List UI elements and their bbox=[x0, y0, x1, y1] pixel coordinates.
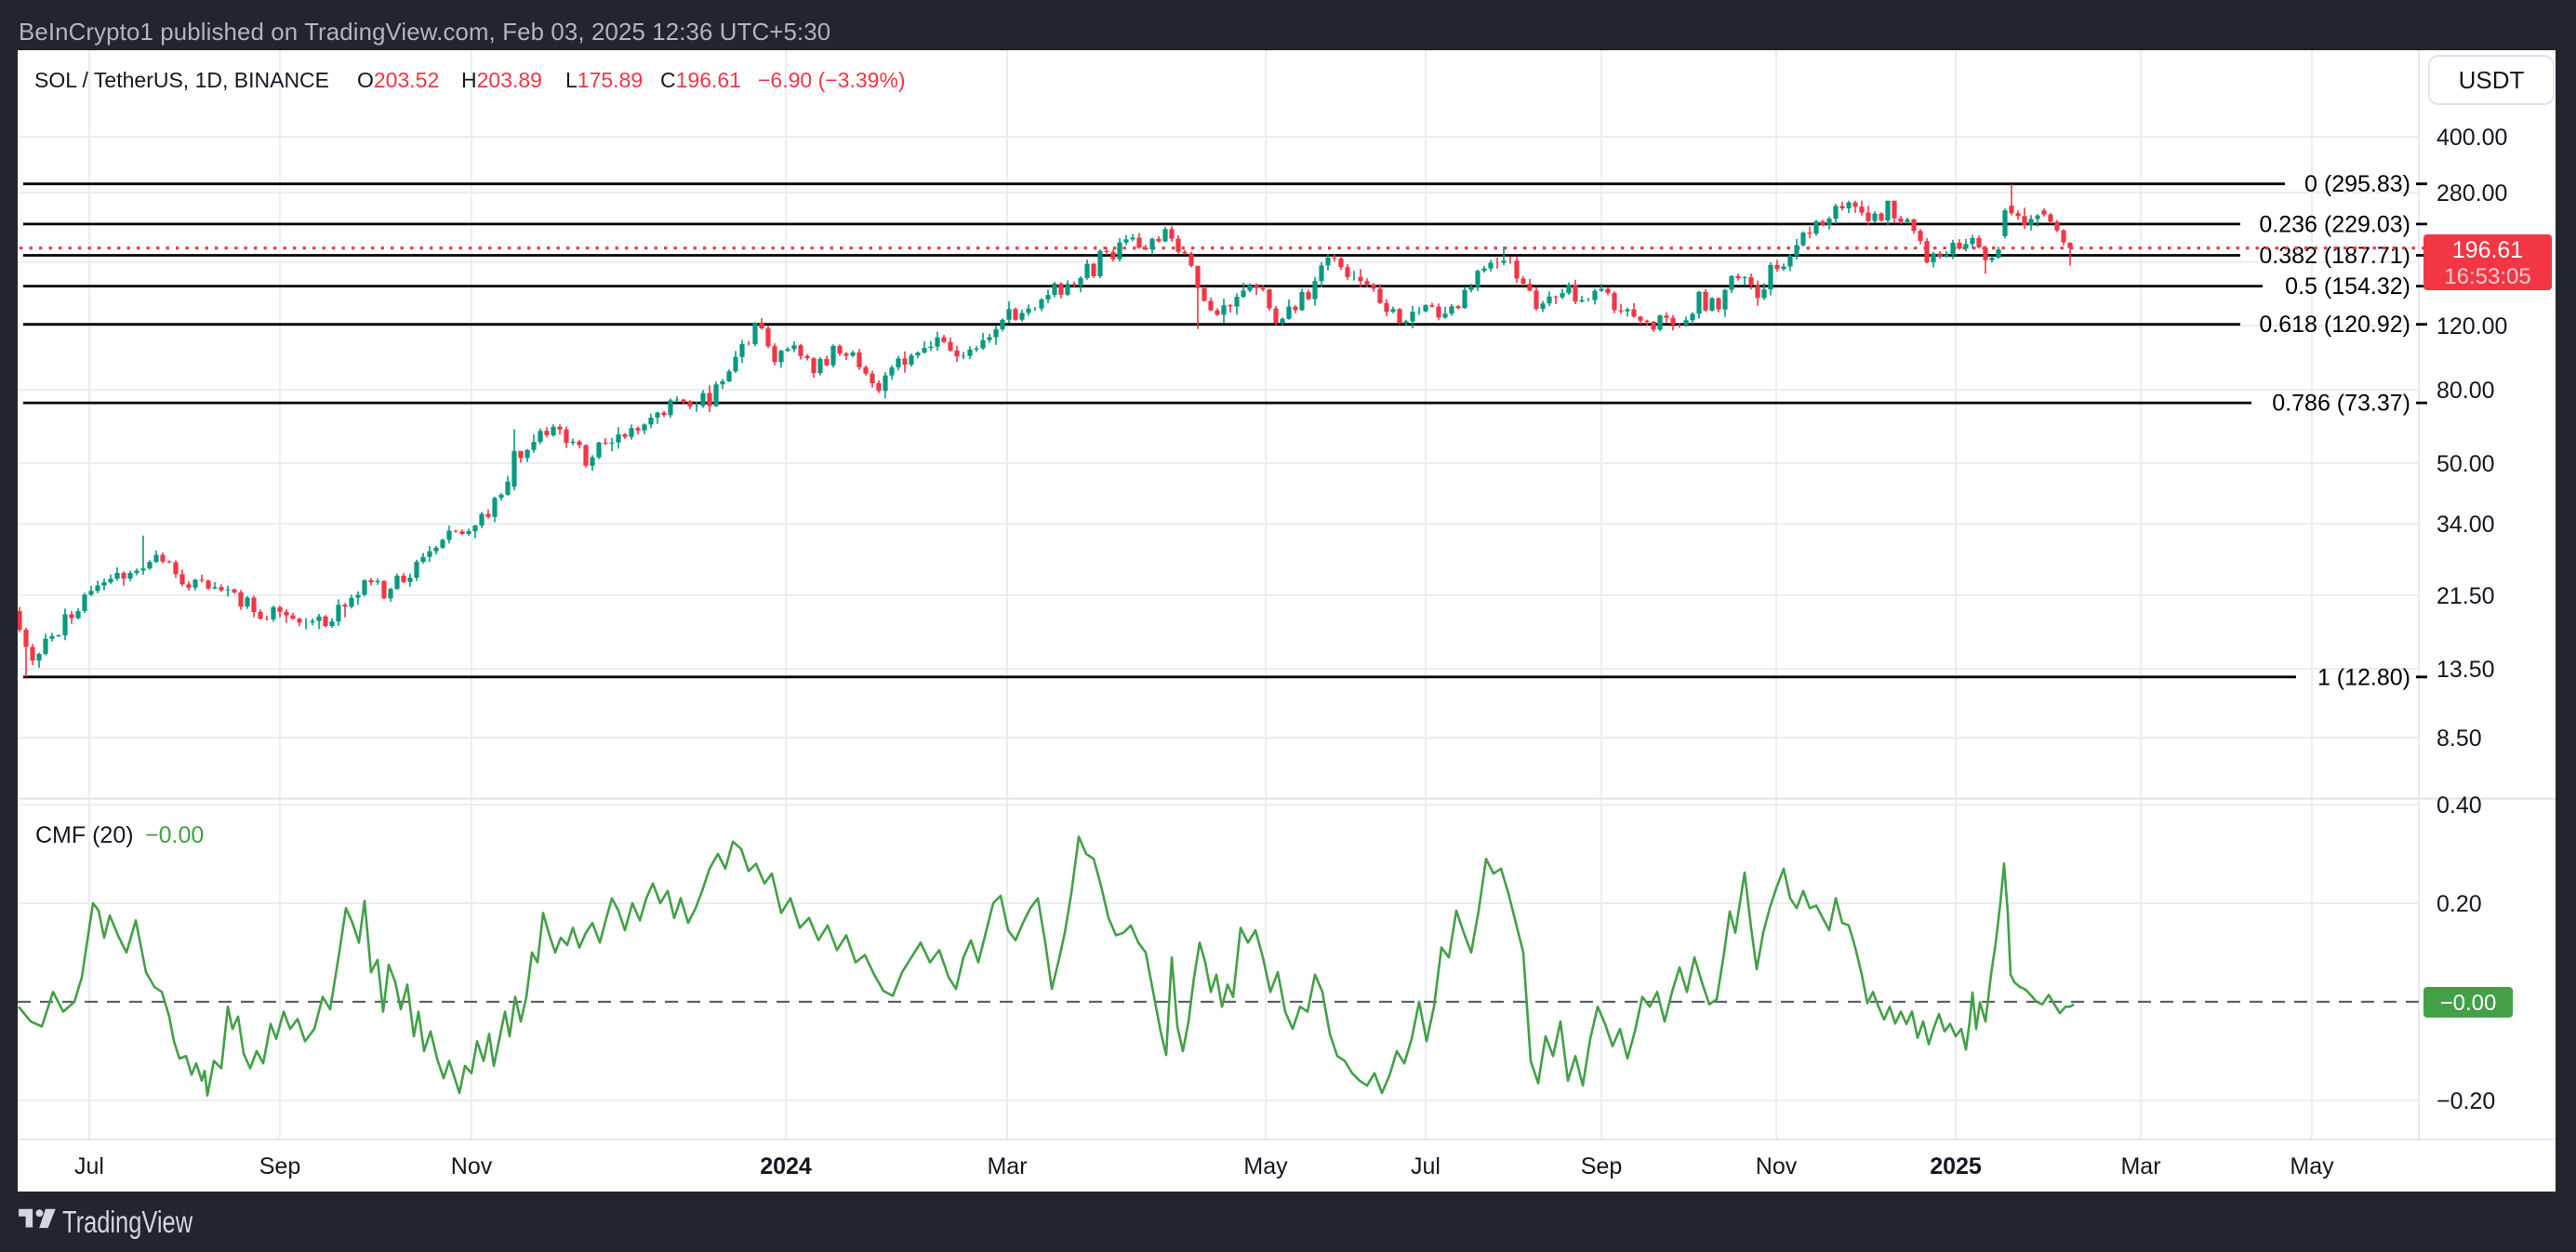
svg-text:L175.89: L175.89 bbox=[565, 68, 643, 92]
svg-text:0 (295.83): 0 (295.83) bbox=[2304, 171, 2410, 197]
svg-text:80.00: 80.00 bbox=[2437, 378, 2495, 404]
svg-text:2025: 2025 bbox=[1930, 1153, 1982, 1179]
svg-text:May: May bbox=[2290, 1153, 2334, 1179]
svg-text:SOL / TetherUS, 1D, BINANCE: SOL / TetherUS, 1D, BINANCE bbox=[34, 68, 329, 92]
svg-text:21.50: 21.50 bbox=[2437, 583, 2495, 609]
svg-text:196.61: 196.61 bbox=[2452, 237, 2523, 263]
svg-text:34.00: 34.00 bbox=[2437, 512, 2495, 538]
svg-text:280.00: 280.00 bbox=[2437, 180, 2507, 206]
svg-text:H203.89: H203.89 bbox=[461, 68, 542, 92]
svg-text:50.00: 50.00 bbox=[2437, 451, 2495, 477]
svg-text:Mar: Mar bbox=[2120, 1153, 2160, 1179]
svg-text:Jul: Jul bbox=[1411, 1153, 1441, 1179]
svg-text:0.236 (229.03): 0.236 (229.03) bbox=[2259, 211, 2410, 237]
svg-text:0.40: 0.40 bbox=[2437, 792, 2482, 819]
svg-text:0.618 (120.92): 0.618 (120.92) bbox=[2259, 312, 2410, 338]
svg-text:120.00: 120.00 bbox=[2437, 313, 2507, 340]
svg-text:16:53:05: 16:53:05 bbox=[2444, 264, 2530, 289]
svg-text:CMF (20): CMF (20) bbox=[35, 822, 134, 848]
svg-text:2024: 2024 bbox=[760, 1153, 812, 1179]
svg-text:Mar: Mar bbox=[987, 1153, 1027, 1179]
svg-text:13.50: 13.50 bbox=[2437, 657, 2495, 683]
svg-text:0.5 (154.32): 0.5 (154.32) bbox=[2285, 273, 2410, 300]
svg-text:Nov: Nov bbox=[451, 1153, 493, 1179]
svg-text:400.00: 400.00 bbox=[2437, 125, 2507, 151]
svg-text:Sep: Sep bbox=[1581, 1153, 1622, 1179]
svg-text:8.50: 8.50 bbox=[2437, 726, 2482, 752]
svg-text:0.786 (73.37): 0.786 (73.37) bbox=[2272, 391, 2410, 417]
svg-text:TradingView: TradingView bbox=[62, 1205, 193, 1240]
svg-text:Sep: Sep bbox=[259, 1153, 300, 1179]
svg-text:−0.00: −0.00 bbox=[145, 822, 204, 848]
svg-text:0.20: 0.20 bbox=[2437, 891, 2482, 917]
svg-text:−0.00: −0.00 bbox=[2440, 991, 2497, 1016]
svg-text:May: May bbox=[1243, 1153, 1288, 1179]
svg-text:Nov: Nov bbox=[1756, 1153, 1798, 1179]
svg-text:C196.61: C196.61 bbox=[660, 68, 741, 92]
svg-text:BeInCrypto1 published on Tradi: BeInCrypto1 published on TradingView.com… bbox=[19, 20, 830, 46]
svg-text:Jul: Jul bbox=[74, 1153, 104, 1179]
svg-text:−0.20: −0.20 bbox=[2437, 1088, 2495, 1114]
svg-text:USDT: USDT bbox=[2459, 66, 2525, 94]
svg-text:O203.52: O203.52 bbox=[357, 68, 439, 92]
svg-text:−6.90 (−3.39%): −6.90 (−3.39%) bbox=[758, 68, 906, 92]
svg-text:1 (12.80): 1 (12.80) bbox=[2317, 664, 2410, 690]
